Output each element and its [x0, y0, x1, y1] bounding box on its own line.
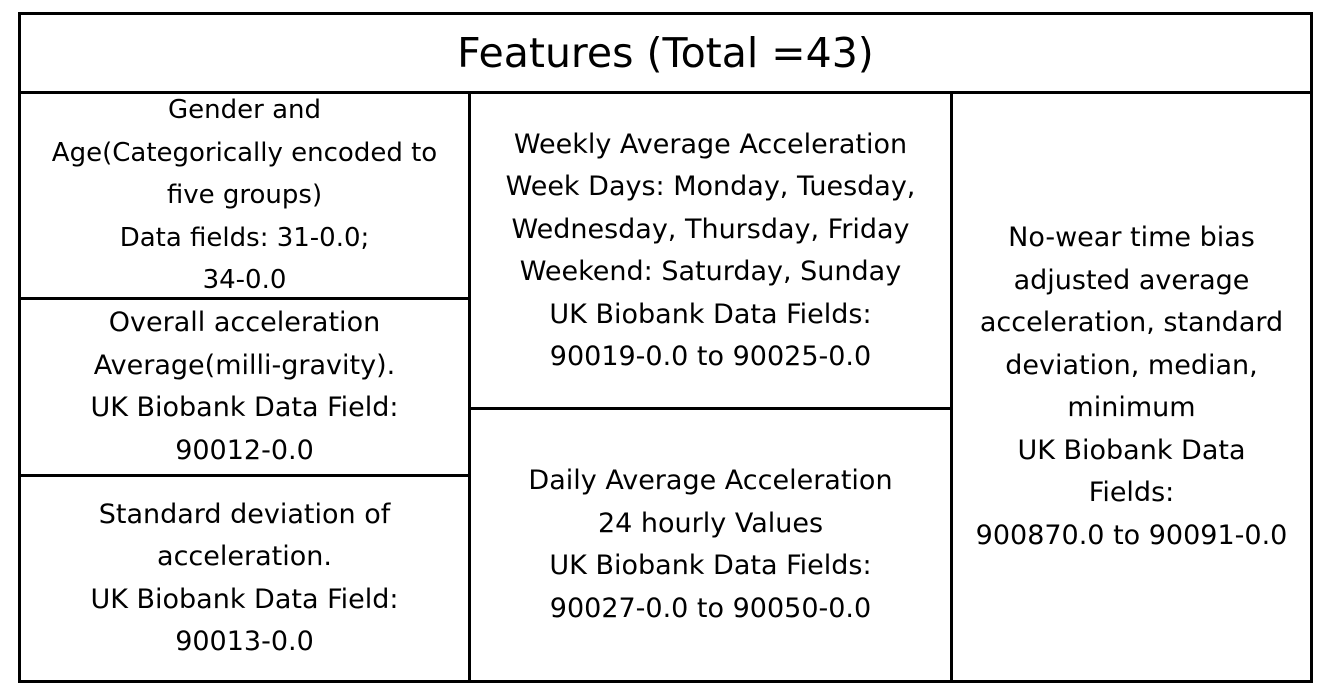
features-title: Features (Total =43) — [457, 28, 874, 77]
box-text-line: 90013-0.0 — [175, 626, 314, 657]
box-text-line: No-wear time bias — [1008, 222, 1255, 253]
box-text-line: deviation, median, — [1005, 349, 1258, 381]
box-text-line: 90027-0.0 to 90050-0.0 — [549, 592, 872, 624]
box-text-line: 90019-0.0 to 90025-0.0 — [549, 341, 872, 372]
features-title-box: Features (Total =43) — [18, 12, 1313, 94]
box-text-line: adjusted average — [1013, 264, 1250, 296]
box-text-line: Weekly Average Acceleration — [513, 128, 908, 160]
box-text-line: Age(Categorically encoded to — [51, 137, 438, 168]
box-text-line: UK Biobank Data Field: — [90, 392, 399, 423]
box-text-line: UK Biobank Data Field: — [90, 583, 399, 615]
weekly-average-box: Weekly Average Acceleration Week Days: M… — [468, 91, 953, 411]
box-text-line: UK Biobank Data Fields: — [549, 550, 872, 581]
box-text-line: Fields: — [1088, 477, 1175, 508]
box-text-line: UK Biobank Data Fields: — [549, 298, 872, 330]
overall-acceleration-box: Overall acceleration Average(milli-gravi… — [18, 297, 471, 477]
box-text-line: acceleration, standard — [979, 307, 1284, 338]
box-text-line: acceleration. — [157, 541, 332, 572]
box-text-line: UK Biobank Data — [1017, 434, 1246, 466]
box-text-line: Overall acceleration — [108, 307, 381, 338]
box-text-line: minimum — [1067, 392, 1196, 423]
box-text-line: 90012-0.0 — [175, 434, 314, 466]
box-text-line: Standard deviation of — [98, 498, 391, 530]
no-wear-bias-box: No-wear time bias adjusted average accel… — [950, 91, 1313, 683]
box-text-line: Wednesday, Thursday, Friday — [511, 213, 910, 245]
box-text-line: Weekend: Saturday, Sunday — [519, 256, 902, 287]
box-text-line: Daily Average Acceleration — [528, 465, 893, 496]
daily-average-box: Daily Average Acceleration 24 hourly Val… — [468, 407, 953, 683]
box-text-line: five groups) — [166, 180, 323, 211]
std-acceleration-box: Standard deviation of acceleration. UK B… — [18, 474, 471, 683]
box-text-line: 900870.0 to 90091-0.0 — [975, 519, 1288, 551]
box-text-line: 24 hourly Values — [597, 507, 824, 539]
box-text-line: Week Days: Monday, Tuesday, — [505, 171, 916, 202]
box-text-line: Average(milli-gravity). — [93, 349, 396, 381]
box-text-line: Data fields: 31-0.0; — [119, 222, 370, 253]
gender-age-box: Gender and Age(Categorically encoded to … — [18, 91, 471, 300]
box-text-line: 34-0.0 — [202, 265, 287, 296]
box-text-line: Gender and — [168, 95, 321, 126]
